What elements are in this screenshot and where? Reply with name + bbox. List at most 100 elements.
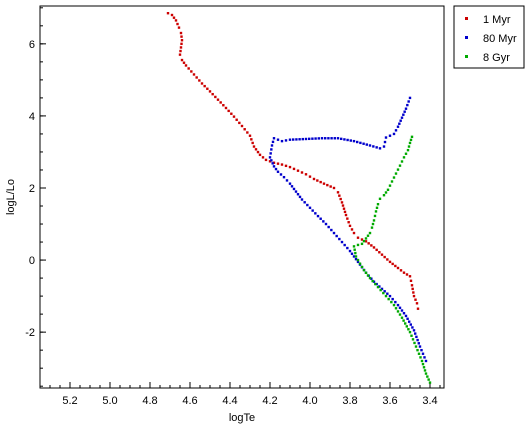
data-point bbox=[294, 190, 298, 193]
data-point bbox=[407, 328, 410, 331]
data-point bbox=[280, 163, 284, 166]
data-point bbox=[178, 53, 182, 56]
data-point bbox=[254, 148, 258, 151]
data-point bbox=[411, 326, 414, 329]
data-point bbox=[371, 279, 374, 283]
data-point bbox=[362, 239, 366, 243]
x-tick-label: 3.6 bbox=[382, 395, 397, 407]
data-point bbox=[332, 231, 336, 235]
data-point bbox=[235, 118, 238, 121]
data-point bbox=[378, 285, 381, 288]
data-point bbox=[340, 201, 344, 204]
data-point bbox=[382, 291, 385, 295]
data-point bbox=[394, 307, 398, 310]
data-point bbox=[251, 141, 254, 145]
data-point bbox=[222, 104, 225, 107]
data-point bbox=[292, 138, 295, 141]
data-point bbox=[414, 332, 417, 335]
data-point bbox=[190, 70, 193, 73]
data-point bbox=[382, 193, 386, 197]
legend-label: 8 Gyr bbox=[483, 52, 510, 64]
data-point bbox=[256, 150, 260, 154]
data-point bbox=[292, 187, 296, 191]
data-point bbox=[391, 262, 394, 266]
data-point bbox=[314, 212, 317, 215]
data-point bbox=[387, 297, 390, 301]
data-point bbox=[250, 138, 253, 141]
data-point bbox=[332, 186, 336, 190]
data-point bbox=[187, 67, 190, 70]
data-point bbox=[391, 297, 394, 301]
data-point bbox=[322, 182, 326, 185]
data-point bbox=[375, 282, 378, 286]
data-point bbox=[282, 175, 286, 179]
data-point bbox=[417, 342, 420, 345]
data-point bbox=[344, 213, 348, 217]
data-point bbox=[343, 138, 346, 141]
data-point bbox=[180, 39, 184, 42]
x-tick-label: 4.8 bbox=[142, 395, 157, 407]
data-point bbox=[424, 372, 428, 375]
data-point bbox=[383, 290, 386, 293]
data-point bbox=[367, 242, 370, 245]
data-point bbox=[320, 137, 324, 140]
data-point bbox=[230, 112, 233, 115]
data-point bbox=[392, 176, 396, 179]
data-point bbox=[415, 335, 418, 339]
data-point bbox=[403, 110, 406, 113]
data-point bbox=[370, 244, 373, 247]
series-8-gyr bbox=[352, 135, 432, 384]
data-point bbox=[296, 169, 300, 172]
legend-marker bbox=[465, 55, 468, 58]
data-point bbox=[370, 277, 373, 280]
data-point bbox=[319, 217, 322, 220]
data-point bbox=[404, 322, 407, 325]
data-point bbox=[420, 359, 424, 363]
data-point bbox=[386, 188, 390, 191]
data-point bbox=[343, 243, 346, 247]
data-point bbox=[203, 84, 206, 88]
data-point bbox=[280, 139, 284, 143]
data-point bbox=[219, 101, 222, 104]
data-point bbox=[414, 345, 418, 348]
data-point bbox=[398, 164, 402, 167]
data-point bbox=[279, 173, 283, 176]
data-point bbox=[388, 294, 392, 298]
data-point bbox=[340, 240, 344, 244]
data-point bbox=[404, 107, 408, 110]
data-point bbox=[388, 134, 392, 137]
data-point bbox=[411, 338, 415, 341]
x-tick-label: 4.6 bbox=[182, 395, 197, 407]
data-point bbox=[380, 253, 384, 256]
data-point bbox=[368, 144, 372, 147]
data-point bbox=[350, 252, 354, 255]
data-point bbox=[366, 234, 370, 237]
x-tick-label: 3.4 bbox=[422, 395, 437, 407]
data-point bbox=[333, 137, 336, 140]
data-point bbox=[346, 246, 349, 250]
x-tick-label: 4.2 bbox=[262, 395, 277, 407]
data-point bbox=[246, 131, 249, 134]
data-point bbox=[300, 198, 304, 201]
data-point bbox=[364, 240, 368, 243]
data-point bbox=[322, 220, 325, 223]
data-point bbox=[354, 251, 357, 255]
data-point bbox=[232, 115, 236, 118]
legend-marker bbox=[465, 36, 468, 39]
plot-frame bbox=[39, 5, 445, 389]
data-point bbox=[402, 271, 406, 274]
data-point bbox=[380, 287, 384, 291]
data-point bbox=[269, 152, 272, 155]
data-point bbox=[394, 264, 397, 268]
data-point bbox=[349, 139, 352, 142]
data-point bbox=[290, 185, 294, 188]
data-point bbox=[423, 356, 426, 359]
data-point bbox=[414, 298, 417, 301]
data-point bbox=[408, 275, 412, 278]
data-point bbox=[426, 375, 429, 378]
data-point bbox=[419, 356, 422, 359]
data-point bbox=[301, 137, 304, 141]
data-point bbox=[405, 325, 408, 328]
data-point bbox=[378, 251, 381, 254]
data-point bbox=[288, 182, 292, 185]
